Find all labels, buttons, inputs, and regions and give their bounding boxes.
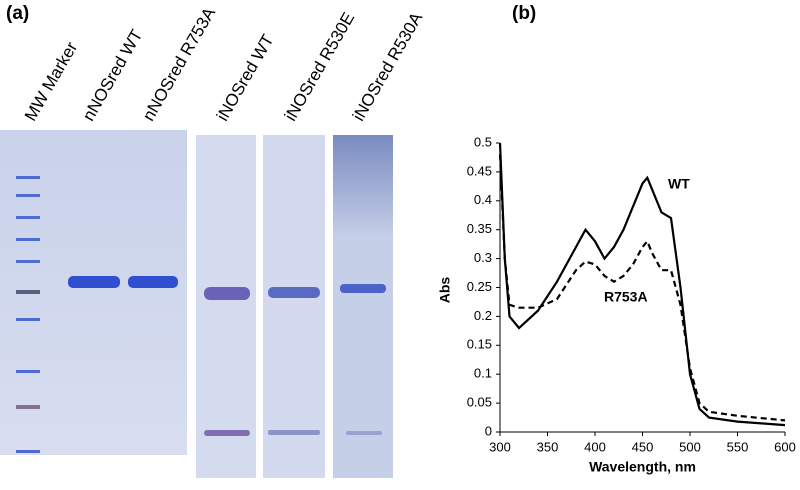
band [204, 430, 250, 436]
marker-bands [16, 176, 40, 453]
y-tick-label: 0.3 [474, 250, 492, 265]
series-label: WT [668, 176, 690, 192]
y-tick-label: 0.2 [474, 308, 492, 323]
x-tick-label: 300 [489, 439, 511, 454]
lane-label: iNOSred R530A [349, 9, 427, 125]
lane-label: nNOSred R753A [139, 4, 220, 125]
lane-label: MW Marker [21, 38, 82, 124]
band [340, 284, 386, 293]
band [128, 276, 178, 288]
band [204, 287, 250, 300]
y-tick-label: 0.45 [467, 163, 492, 178]
x-tick-label: 550 [727, 439, 749, 454]
gel-strip [196, 135, 256, 478]
x-tick-label: 500 [679, 439, 701, 454]
y-tick-label: 0.05 [467, 395, 492, 410]
y-tick-label: 0.5 [474, 134, 492, 149]
y-tick-label: 0.35 [467, 221, 492, 236]
series-line [498, 142, 786, 427]
x-tick-label: 400 [584, 439, 606, 454]
band [68, 276, 120, 288]
panel-label: (b) [512, 3, 536, 24]
lane-label: iNOSred WT [213, 31, 278, 124]
band [346, 431, 382, 435]
x-tick-label: 450 [632, 439, 654, 454]
lane-label: nNOSred WT [79, 26, 146, 124]
series-line [498, 154, 786, 422]
band [268, 287, 320, 298]
y-tick-label: 0.4 [474, 192, 492, 207]
y-tick-label: 0 [485, 423, 492, 438]
lane-label: iNOSred R530E [281, 9, 358, 124]
x-axis-title: Wavelength, nm [589, 459, 696, 475]
band [268, 430, 320, 435]
gel-strip [333, 135, 393, 478]
y-tick-label: 0.1 [474, 366, 492, 381]
panel-label: (a) [6, 3, 29, 24]
series-label: R753A [604, 289, 648, 305]
gel-strip [263, 135, 325, 478]
spectrum-chart: 0 0.05 0.1 0.15 0.2 0.25 0.3 0.35 0.4 0.45 0.5 300 3… [437, 134, 796, 474]
x-tick-label: 600 [774, 439, 796, 454]
gel-image [0, 130, 393, 478]
y-tick-label: 0.25 [467, 279, 492, 294]
x-tick-label: 350 [537, 439, 559, 454]
y-tick-label: 0.15 [467, 337, 492, 352]
y-axis-title: Abs [437, 277, 453, 304]
